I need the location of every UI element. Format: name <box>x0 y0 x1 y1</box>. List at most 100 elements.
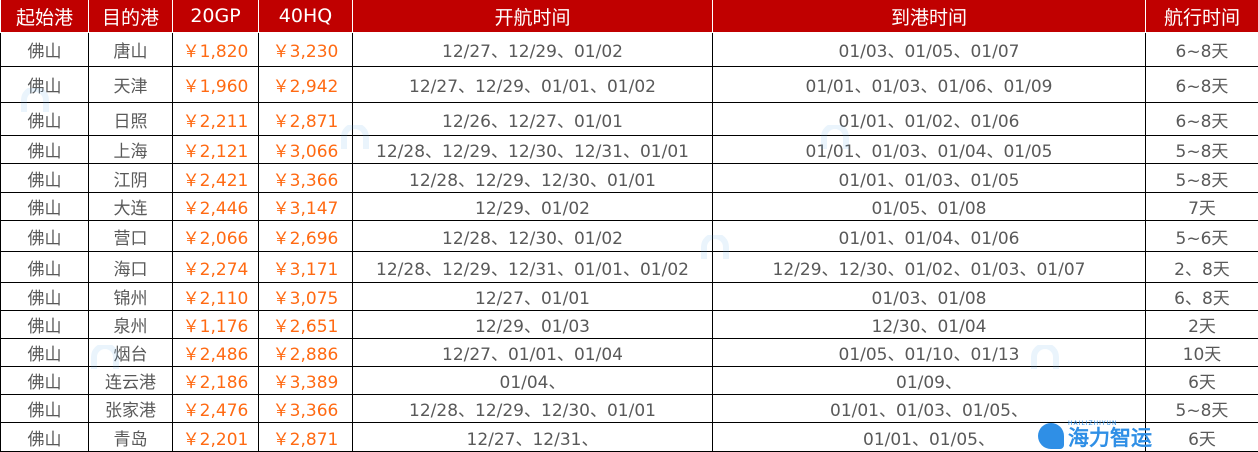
cell-origin-port: 佛山 <box>0 163 89 193</box>
table-row: 佛山 泉州 ￥1,176 ￥2,651 12/29、01/03 12/30、01/04 2天 <box>0 310 1258 339</box>
cell-arrival-dates: 01/01、01/03、01/05、 <box>712 394 1146 423</box>
cell-destination-port: 唐山 <box>88 32 173 67</box>
cell-price-20gp: ￥2,274 <box>172 251 259 283</box>
cell-arrival-dates: 12/29、12/30、01/02、01/03、01/07 <box>712 251 1146 283</box>
cell-arrival-dates: 01/05、01/10、01/13 <box>712 338 1146 367</box>
cell-price-20gp: ￥2,186 <box>172 366 259 395</box>
cell-departure-dates: 12/27、12/29、01/02 <box>352 32 713 67</box>
cell-price-40hq: ￥3,171 <box>258 251 353 283</box>
cell-transit-time: 5~8天 <box>1145 394 1258 423</box>
table-row: 佛山 海口 ￥2,274 ￥3,171 12/28、12/29、12/31、01/01、… <box>0 251 1258 283</box>
cell-price-40hq: ￥3,075 <box>258 282 353 311</box>
cell-price-20gp: ￥2,446 <box>172 192 259 221</box>
cell-origin-port: 佛山 <box>0 220 89 252</box>
cell-origin-port: 佛山 <box>0 192 89 221</box>
header-destination-port: 目的港 <box>88 0 173 33</box>
cell-price-40hq: ￥2,651 <box>258 310 353 339</box>
cell-departure-dates: 12/28、12/30、01/02 <box>352 220 713 252</box>
cell-price-20gp: ￥2,066 <box>172 220 259 252</box>
cell-origin-port: 佛山 <box>0 251 89 283</box>
cell-arrival-dates: 01/09、 <box>712 366 1146 395</box>
header-transit-time: 航行时间 <box>1145 0 1258 33</box>
cell-transit-time: 10天 <box>1145 338 1258 367</box>
header-price-40hq: 40HQ <box>258 0 353 33</box>
cell-destination-port: 青岛 <box>88 422 173 452</box>
cell-transit-time: 6天 <box>1145 422 1258 452</box>
cell-destination-port: 海口 <box>88 251 173 283</box>
cell-destination-port: 日照 <box>88 102 173 136</box>
cell-transit-time: 6~8天 <box>1145 102 1258 136</box>
cell-price-20gp: ￥1,176 <box>172 310 259 339</box>
cell-transit-time: 6、8天 <box>1145 282 1258 311</box>
cell-departure-dates: 12/29、01/02 <box>352 192 713 221</box>
logo-text: 海力智运 <box>1068 426 1152 450</box>
cell-origin-port: 佛山 <box>0 394 89 423</box>
cell-price-20gp: ￥2,421 <box>172 163 259 193</box>
cell-departure-dates: 12/27、12/29、01/01、01/02 <box>352 66 713 103</box>
cell-origin-port: 佛山 <box>0 66 89 103</box>
table-row: 佛山 天津 ￥1,960 ￥2,942 12/27、12/29、01/01、01/02 0… <box>0 66 1258 103</box>
cell-departure-dates: 12/27、01/01、01/04 <box>352 338 713 367</box>
header-departure-dates: 开航时间 <box>352 0 713 33</box>
cell-price-40hq: ￥3,389 <box>258 366 353 395</box>
cell-departure-dates: 12/28、12/29、12/30、12/31、01/01 <box>352 135 713 164</box>
cell-arrival-dates: 01/01、01/05、 <box>712 422 1146 452</box>
header-origin-port: 起始港 <box>0 0 89 33</box>
cell-departure-dates: 12/28、12/29、12/31、01/01、01/02 <box>352 251 713 283</box>
cell-arrival-dates: 01/01、01/03、01/06、01/09 <box>712 66 1146 103</box>
table-row: 佛山 烟台 ￥2,486 ￥2,886 12/27、01/01、01/04 01/05、0… <box>0 338 1258 367</box>
cell-destination-port: 泉州 <box>88 310 173 339</box>
cell-transit-time: 2天 <box>1145 310 1258 339</box>
cell-origin-port: 佛山 <box>0 366 89 395</box>
cell-destination-port: 大连 <box>88 192 173 221</box>
brand-logo: HAILIZHIYUN 海力智运 <box>1038 420 1152 449</box>
cell-price-40hq: ￥3,366 <box>258 163 353 193</box>
cell-price-40hq: ￥2,886 <box>258 338 353 367</box>
cell-transit-time: 2、8天 <box>1145 251 1258 283</box>
table-row: 佛山 张家港 ￥2,476 ￥3,366 12/28、12/29、12/30、01/01… <box>0 394 1258 423</box>
cell-price-20gp: ￥2,110 <box>172 282 259 311</box>
cell-arrival-dates: 01/01、01/03、01/04、01/05 <box>712 135 1146 164</box>
table-row: 佛山 营口 ￥2,066 ￥2,696 12/28、12/30、01/02 01/01、0… <box>0 220 1258 252</box>
cell-departure-dates: 12/28、12/29、12/30、01/01 <box>352 163 713 193</box>
table-row: 佛山 日照 ￥2,211 ￥2,871 12/26、12/27、01/01 01/01、0… <box>0 102 1258 136</box>
cell-transit-time: 5~6天 <box>1145 220 1258 252</box>
cell-price-40hq: ￥2,871 <box>258 422 353 452</box>
cell-price-40hq: ￥3,230 <box>258 32 353 67</box>
cell-price-20gp: ￥2,211 <box>172 102 259 136</box>
header-arrival-dates: 到港时间 <box>712 0 1146 33</box>
cell-arrival-dates: 01/03、01/05、01/07 <box>712 32 1146 67</box>
cell-departure-dates: 12/29、01/03 <box>352 310 713 339</box>
cell-origin-port: 佛山 <box>0 32 89 67</box>
cell-arrival-dates: 01/05、01/08 <box>712 192 1146 221</box>
table-row: 佛山 江阴 ￥2,421 ￥3,366 12/28、12/29、12/30、01/01 0… <box>0 163 1258 193</box>
cell-departure-dates: 12/28、12/29、12/30、01/01 <box>352 394 713 423</box>
cell-price-20gp: ￥1,960 <box>172 66 259 103</box>
cell-price-40hq: ￥3,366 <box>258 394 353 423</box>
header-price-20gp: 20GP <box>172 0 259 33</box>
cell-destination-port: 烟台 <box>88 338 173 367</box>
table-row: 佛山 连云港 ￥2,186 ￥3,389 01/04、 01/09、 6天 <box>0 366 1258 395</box>
cell-origin-port: 佛山 <box>0 102 89 136</box>
cell-origin-port: 佛山 <box>0 338 89 367</box>
cell-price-40hq: ￥3,147 <box>258 192 353 221</box>
cell-transit-time: 5~8天 <box>1145 163 1258 193</box>
cell-origin-port: 佛山 <box>0 422 89 452</box>
logo-subtext: HAILIZHIYUN <box>1068 420 1118 427</box>
cell-destination-port: 上海 <box>88 135 173 164</box>
cell-transit-time: 7天 <box>1145 192 1258 221</box>
cell-price-20gp: ￥2,201 <box>172 422 259 452</box>
cell-arrival-dates: 01/01、01/03、01/05 <box>712 163 1146 193</box>
cell-price-20gp: ￥1,820 <box>172 32 259 67</box>
cell-price-40hq: ￥2,871 <box>258 102 353 136</box>
cell-price-40hq: ￥2,942 <box>258 66 353 103</box>
cell-destination-port: 营口 <box>88 220 173 252</box>
cell-origin-port: 佛山 <box>0 310 89 339</box>
table-header-row: 起始港 目的港 20GP 40HQ 开航时间 到港时间 航行时间 <box>0 0 1258 33</box>
cell-price-20gp: ￥2,476 <box>172 394 259 423</box>
table-row: 佛山 锦州 ￥2,110 ￥3,075 12/27、01/01 01/03、01/08 6、… <box>0 282 1258 311</box>
logo-icon <box>1038 423 1064 449</box>
cell-transit-time: 5~8天 <box>1145 135 1258 164</box>
cell-transit-time: 6天 <box>1145 366 1258 395</box>
